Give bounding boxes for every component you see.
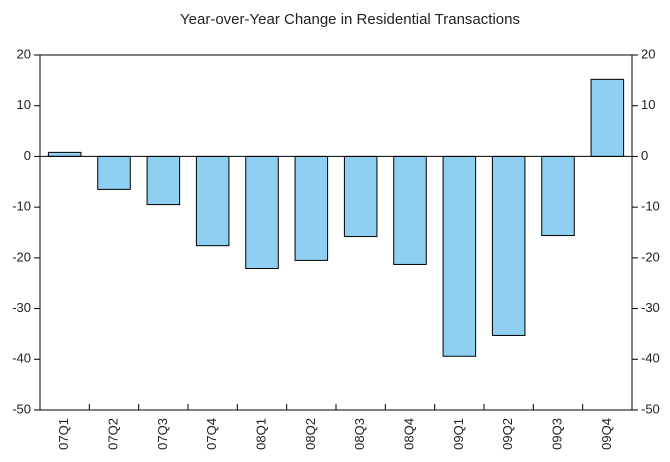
x-tick-label: 07Q2 (105, 418, 120, 450)
y2-tick-label: 20 (641, 46, 655, 61)
bar (541, 155, 575, 237)
x-tick-label: 09Q3 (549, 418, 564, 450)
y2-tick-label: -50 (641, 401, 660, 416)
y2-tick-label: -20 (641, 249, 660, 264)
y-tick-label: -50 (12, 401, 31, 416)
y-tick-label: -40 (12, 351, 31, 366)
chart-title: Year-over-Year Change in Residential Tra… (180, 11, 520, 28)
y-tick-label: 20 (17, 46, 31, 61)
bar (393, 155, 427, 265)
x-tick-label: 08Q3 (352, 418, 367, 450)
y-tick-label: 10 (17, 97, 31, 112)
y-tick-label: -10 (12, 199, 31, 214)
x-tick-label: 09Q1 (451, 418, 466, 450)
bar (245, 155, 279, 270)
x-tick-label: 08Q4 (401, 418, 416, 450)
bar (97, 155, 131, 190)
x-tick-label: 07Q4 (204, 418, 219, 450)
y2-tick-label: -10 (641, 199, 660, 214)
x-tick-label: 08Q1 (253, 418, 268, 450)
x-tick-label: 07Q1 (56, 418, 71, 450)
x-tick-label: 09Q2 (500, 418, 515, 450)
bar (47, 151, 82, 157)
y-tick-label: -30 (12, 300, 31, 315)
x-tick-label: 07Q3 (155, 418, 170, 450)
x-tick-label: 08Q2 (303, 418, 318, 450)
y2-tick-label: -30 (641, 300, 660, 315)
bar (442, 155, 477, 357)
bar (146, 155, 181, 206)
bar (491, 155, 526, 336)
bar (294, 155, 329, 261)
y-tick-label: -20 (12, 249, 31, 264)
bar (343, 155, 378, 238)
x-tick-label: 09Q4 (599, 418, 614, 450)
y2-tick-label: 10 (641, 97, 655, 112)
y2-tick-label: -40 (641, 351, 660, 366)
bar (590, 78, 625, 157)
bar (195, 155, 230, 247)
y2-tick-label: 0 (641, 148, 648, 163)
y-tick-label: 0 (24, 148, 31, 163)
